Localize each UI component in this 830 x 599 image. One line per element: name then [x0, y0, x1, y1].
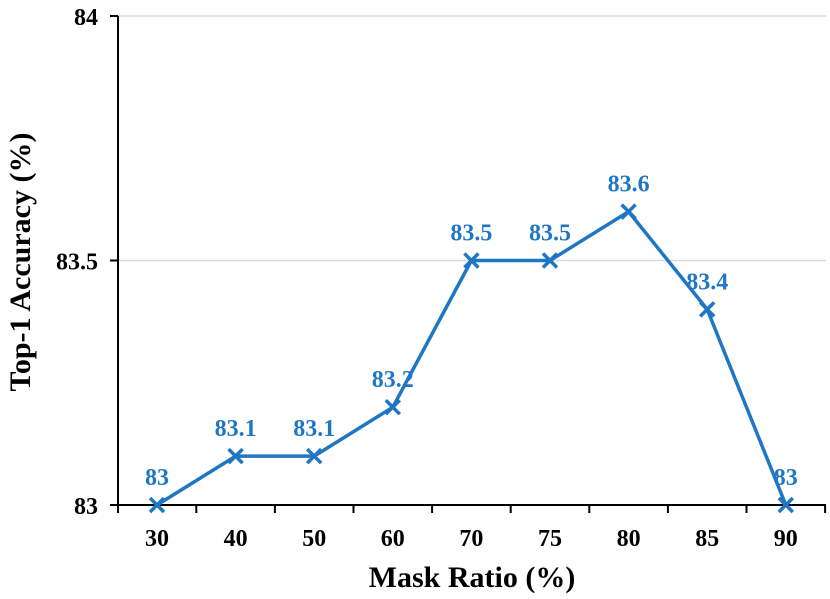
x-tick-label: 75 [538, 526, 562, 552]
x-tick-label: 90 [774, 526, 798, 552]
x-tick-label: 70 [459, 526, 483, 552]
y-axis-title: Top-1 Accuracy (%) [4, 133, 37, 392]
y-tick-label: 83.5 [56, 250, 98, 276]
data-point-marker [463, 252, 480, 269]
x-tick-label: 40 [224, 526, 248, 552]
data-label: 83.5 [529, 221, 571, 247]
x-tick-label: 50 [302, 526, 326, 552]
data-label: 83.6 [608, 172, 650, 198]
data-label: 83.1 [293, 416, 335, 442]
series-line [156, 209, 788, 507]
data-label: 83.4 [686, 269, 728, 295]
data-point-marker [620, 203, 637, 220]
x-tick-label: 60 [381, 526, 405, 552]
data-point-marker [305, 447, 323, 465]
x-tick-label: 80 [617, 526, 641, 552]
series-markers [148, 203, 795, 514]
x-tick-label: 85 [695, 526, 719, 552]
data-point-marker [227, 447, 244, 465]
data-label: 83.2 [372, 367, 414, 393]
x-axis-title: Mask Ratio (%) [369, 561, 576, 594]
data-label: 83 [145, 465, 169, 491]
data-label: 83.5 [450, 221, 492, 247]
data-label: 83.1 [215, 416, 257, 442]
data-labels: 83 83.1 83.1 83.2 83.5 83.5 83.6 83.4 83 [145, 172, 798, 491]
data-point-marker [541, 252, 559, 269]
x-axis-ticks: 30 40 50 60 70 75 80 85 90 [117, 505, 827, 552]
data-point-marker [777, 496, 795, 514]
data-point-marker [384, 398, 402, 416]
data-point-marker [148, 496, 166, 514]
y-axis-ticks: 83 83.5 84 [56, 5, 118, 520]
x-tick-label: 30 [145, 526, 169, 552]
y-tick-label: 84 [74, 5, 98, 31]
data-label: 83 [774, 465, 798, 491]
data-point-marker [698, 301, 716, 318]
y-tick-label: 83 [74, 494, 98, 520]
